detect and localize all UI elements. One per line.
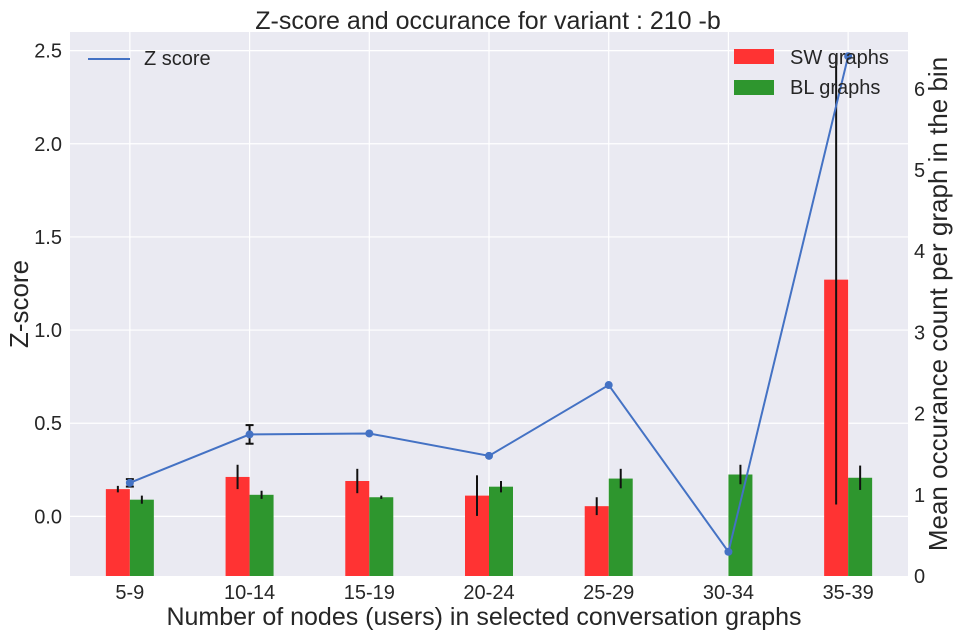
x-tick-label-5: 30-34 xyxy=(703,582,754,604)
z-point-4 xyxy=(604,381,613,390)
left-axis-ticks: 0.0 0.5 1.0 1.5 2.0 2.5 xyxy=(34,41,62,529)
x-axis-label: Number of nodes (users) in selected conv… xyxy=(166,603,801,631)
z-point-0 xyxy=(125,478,134,487)
bars xyxy=(105,54,873,576)
right-tick-label-5: 5 xyxy=(914,160,925,182)
left-tick-label-2: 1.0 xyxy=(34,320,62,342)
z-point-5 xyxy=(724,547,733,556)
x-tick-label-1: 10-14 xyxy=(224,582,275,604)
z-point-1 xyxy=(245,430,254,439)
chart-title: Z-score and occurance for variant : 210 … xyxy=(255,7,721,35)
bar-1-2 xyxy=(369,497,394,576)
left-tick-label-5: 2.5 xyxy=(34,41,62,63)
x-axis-ticks: 5-9 10-14 15-19 20-24 25-29 30-34 35-39 xyxy=(115,582,873,604)
right-tick-label-2: 2 xyxy=(914,404,925,426)
z-score-line xyxy=(125,52,853,556)
bar-0-2 xyxy=(345,481,370,576)
bar-0-4 xyxy=(584,506,609,576)
y-axis-label-left: Z-score xyxy=(4,260,34,348)
left-tick-label-1: 0.5 xyxy=(34,413,62,435)
legend-sw-swatch xyxy=(734,49,774,64)
bar-1-1 xyxy=(249,494,274,576)
left-tick-label-3: 1.5 xyxy=(34,227,62,249)
legend-line: Z score xyxy=(88,48,211,70)
bar-1-5 xyxy=(728,474,753,576)
legend-line-label: Z score xyxy=(144,48,211,70)
right-axis-ticks: 0 1 2 3 4 5 6 xyxy=(914,79,925,588)
legend-bl-label: BL graphs xyxy=(790,77,880,99)
right-tick-label-0: 0 xyxy=(914,566,925,588)
z-point-6 xyxy=(844,52,853,61)
bar-1-3 xyxy=(489,486,513,576)
legend-sw-label: SW graphs xyxy=(790,47,889,69)
x-tick-label-0: 5-9 xyxy=(115,582,144,604)
x-tick-label-6: 35-39 xyxy=(823,582,874,604)
left-tick-label-0: 0.0 xyxy=(34,506,62,528)
y-axis-label-right: Mean occurance count per graph in the bi… xyxy=(923,57,953,551)
bar-0-1 xyxy=(225,476,250,576)
legend-bl-swatch xyxy=(734,80,774,95)
x-tick-label-3: 20-24 xyxy=(463,582,514,604)
left-tick-label-4: 2.0 xyxy=(34,134,62,156)
bar-0-0 xyxy=(105,489,130,576)
z-point-2 xyxy=(365,429,374,438)
z-point-3 xyxy=(485,451,493,460)
x-tick-label-2: 15-19 xyxy=(344,582,395,604)
bar-1-4 xyxy=(608,478,633,576)
bar-1-6 xyxy=(848,477,873,576)
right-tick-label-3: 3 xyxy=(914,322,925,344)
legend-bars: SW graphs BL graphs xyxy=(734,47,889,99)
bar-1-0 xyxy=(129,499,154,576)
right-tick-label-6: 6 xyxy=(914,79,925,101)
x-tick-label-4: 25-29 xyxy=(583,582,634,604)
right-tick-label-4: 4 xyxy=(914,241,925,263)
right-tick-label-1: 1 xyxy=(914,485,925,507)
